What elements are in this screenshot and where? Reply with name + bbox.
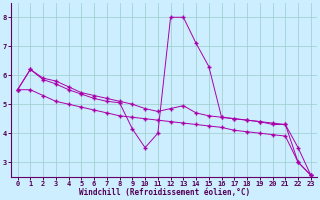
X-axis label: Windchill (Refroidissement éolien,°C): Windchill (Refroidissement éolien,°C) (79, 188, 250, 197)
